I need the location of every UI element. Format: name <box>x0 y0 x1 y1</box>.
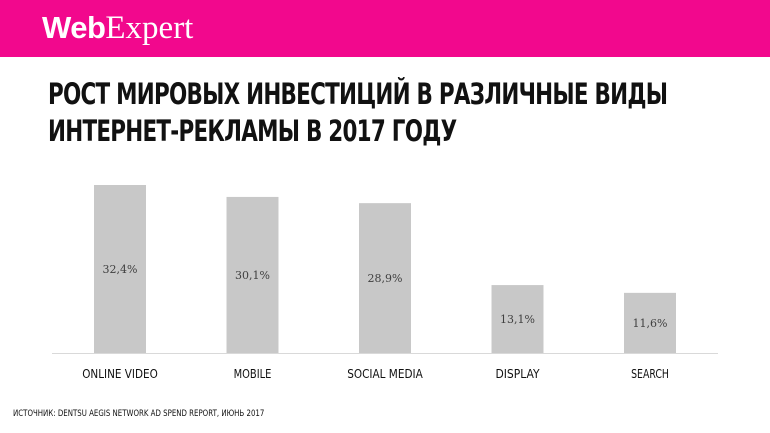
source-note: ИСТОЧНИК: DENTSU AEGIS NETWORK AD SPEND … <box>13 409 265 419</box>
x-tick-label: DISPLAY <box>495 367 539 381</box>
data-label: 11,6% <box>633 317 668 330</box>
logo-web-text: Web <box>42 10 106 45</box>
x-tick-label: SOCIAL MEDIA <box>347 367 423 381</box>
bar <box>226 196 279 353</box>
data-label: 28,9% <box>368 272 403 285</box>
bar <box>624 292 676 353</box>
bar <box>94 185 146 353</box>
header-bar: Web Expert <box>0 0 770 57</box>
logo-expert-text: Expert <box>105 10 194 46</box>
webexpert-logo: Web Expert <box>42 6 193 50</box>
data-label: 32,4% <box>103 263 138 276</box>
bar <box>359 203 411 353</box>
x-tick-label: ONLINE VIDEO <box>82 367 158 381</box>
data-label: 30,1% <box>235 269 270 282</box>
x-tick-label: MOBILE <box>234 367 272 381</box>
bar <box>491 285 544 353</box>
data-label: 13,1% <box>500 313 535 326</box>
x-tick-label: SEARCH <box>631 367 669 381</box>
page-title: РОСТ МИРОВЫХ ИНВЕСТИЦИЙ В РАЗЛИЧНЫЕ ВИДЫ… <box>48 77 668 148</box>
